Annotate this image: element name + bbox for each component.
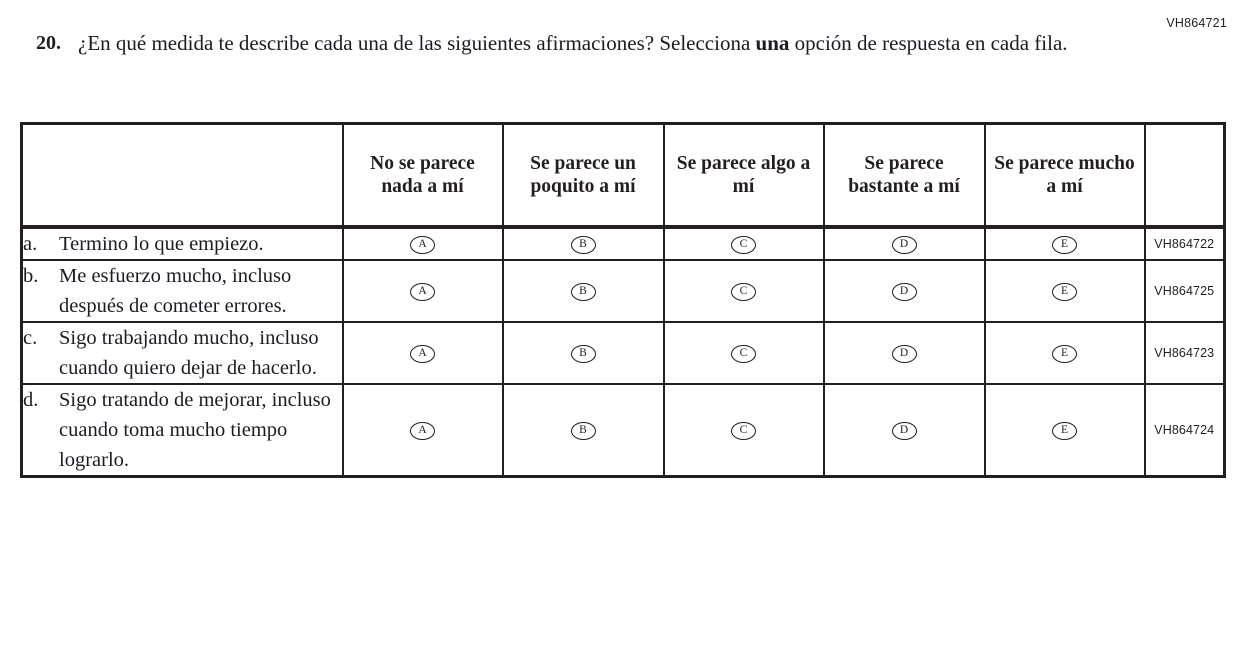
header-id-column: [1143, 122, 1226, 229]
header-option-b: Se parece un poquito a mí: [501, 122, 665, 229]
radio-bubble-a-4[interactable]: D: [891, 236, 917, 254]
table-row: a. Termino lo que empiezo. A B C D E VH8…: [20, 226, 1226, 261]
radio-bubble-d-2[interactable]: B: [570, 422, 596, 440]
radio-bubble-c-5[interactable]: E: [1052, 345, 1077, 363]
table-row: d. Sigo tratando de mejorar, incluso cua…: [20, 383, 1226, 478]
question-text-part1: ¿En qué medida te describe cada una de l…: [78, 31, 756, 55]
row-id-d: VH864724: [1143, 383, 1226, 478]
statement-label-b: b.: [23, 265, 39, 287]
radio-cell-a-4[interactable]: D: [822, 226, 986, 261]
header-statement-column: [20, 122, 344, 229]
radio-cell-a-2[interactable]: B: [501, 226, 665, 261]
question-stem: 20. ¿En qué medida te describe cada una …: [36, 28, 1116, 58]
statement-text-b: Me esfuerzo mucho, incluso después de co…: [59, 265, 292, 317]
question-number: 20.: [36, 32, 61, 54]
radio-bubble-a-2[interactable]: B: [570, 236, 596, 254]
radio-cell-c-2[interactable]: B: [501, 321, 665, 385]
radio-cell-c-5[interactable]: E: [983, 321, 1146, 385]
radio-cell-b-1[interactable]: A: [341, 259, 504, 323]
radio-cell-a-3[interactable]: C: [662, 226, 825, 261]
radio-bubble-b-1[interactable]: A: [410, 283, 435, 301]
matrix-body: a. Termino lo que empiezo. A B C D E VH8…: [20, 226, 1226, 478]
radio-cell-b-2[interactable]: B: [501, 259, 665, 323]
row-id-b: VH864725: [1143, 259, 1226, 323]
header-option-d: Se parece bastante a mí: [822, 122, 986, 229]
radio-cell-d-1[interactable]: A: [341, 383, 504, 478]
table-row: b. Me esfuerzo mucho, incluso después de…: [20, 259, 1226, 323]
statement-text-d: Sigo tratando de mejorar, incluso cuando…: [59, 389, 331, 471]
radio-cell-c-3[interactable]: C: [662, 321, 825, 385]
table-row: c. Sigo trabajando mucho, incluso cuando…: [20, 321, 1226, 385]
matrix-header-row: No se parece nada a mí Se parece un poqu…: [20, 122, 1226, 229]
radio-cell-c-4[interactable]: D: [822, 321, 986, 385]
radio-bubble-c-2[interactable]: B: [570, 345, 596, 363]
radio-bubble-c-4[interactable]: D: [891, 345, 917, 363]
item-id-top-right: VH864721: [1166, 16, 1227, 30]
radio-bubble-d-5[interactable]: E: [1052, 422, 1077, 440]
header-option-a: No se parece nada a mí: [341, 122, 504, 229]
radio-cell-b-4[interactable]: D: [822, 259, 986, 323]
row-id-a: VH864722: [1143, 226, 1226, 261]
row-id-c: VH864723: [1143, 321, 1226, 385]
radio-cell-d-5[interactable]: E: [983, 383, 1146, 478]
radio-bubble-c-3[interactable]: C: [731, 345, 756, 363]
statement-cell-a: a. Termino lo que empiezo.: [20, 226, 344, 261]
statement-label-c: c.: [23, 327, 38, 349]
radio-cell-a-1[interactable]: A: [341, 226, 504, 261]
radio-bubble-b-2[interactable]: B: [570, 283, 596, 301]
radio-cell-d-3[interactable]: C: [662, 383, 825, 478]
statement-label-d: d.: [23, 389, 39, 411]
radio-bubble-d-4[interactable]: D: [891, 422, 917, 440]
radio-cell-d-4[interactable]: D: [822, 383, 986, 478]
radio-cell-a-5[interactable]: E: [983, 226, 1146, 261]
radio-cell-b-3[interactable]: C: [662, 259, 825, 323]
response-matrix: No se parece nada a mí Se parece un poqu…: [20, 122, 1226, 478]
radio-bubble-d-3[interactable]: C: [731, 422, 756, 440]
statement-cell-d: d. Sigo tratando de mejorar, incluso cua…: [20, 383, 344, 478]
question-text-emphasis: una: [755, 31, 790, 55]
statement-cell-b: b. Me esfuerzo mucho, incluso después de…: [20, 259, 344, 323]
header-option-e: Se parece mucho a mí: [983, 122, 1146, 229]
radio-bubble-c-1[interactable]: A: [410, 345, 435, 363]
radio-cell-b-5[interactable]: E: [983, 259, 1146, 323]
radio-bubble-a-1[interactable]: A: [410, 236, 435, 254]
radio-bubble-b-4[interactable]: D: [891, 283, 917, 301]
radio-cell-c-1[interactable]: A: [341, 321, 504, 385]
radio-bubble-b-3[interactable]: C: [731, 283, 756, 301]
radio-bubble-a-3[interactable]: C: [731, 236, 756, 254]
statement-label-a: a.: [23, 233, 38, 255]
radio-bubble-b-5[interactable]: E: [1052, 283, 1077, 301]
statement-cell-c: c. Sigo trabajando mucho, incluso cuando…: [20, 321, 344, 385]
radio-cell-d-2[interactable]: B: [501, 383, 665, 478]
statement-text-c: Sigo trabajando mucho, incluso cuando qu…: [59, 327, 319, 379]
radio-bubble-a-5[interactable]: E: [1052, 236, 1077, 254]
question-text-part2: opción de respuesta en cada fila.: [789, 31, 1068, 55]
statement-text-a: Termino lo que empiezo.: [59, 233, 264, 255]
question-text: ¿En qué medida te describe cada una de l…: [78, 28, 1068, 58]
header-option-c: Se parece algo a mí: [662, 122, 825, 229]
radio-bubble-d-1[interactable]: A: [410, 422, 435, 440]
